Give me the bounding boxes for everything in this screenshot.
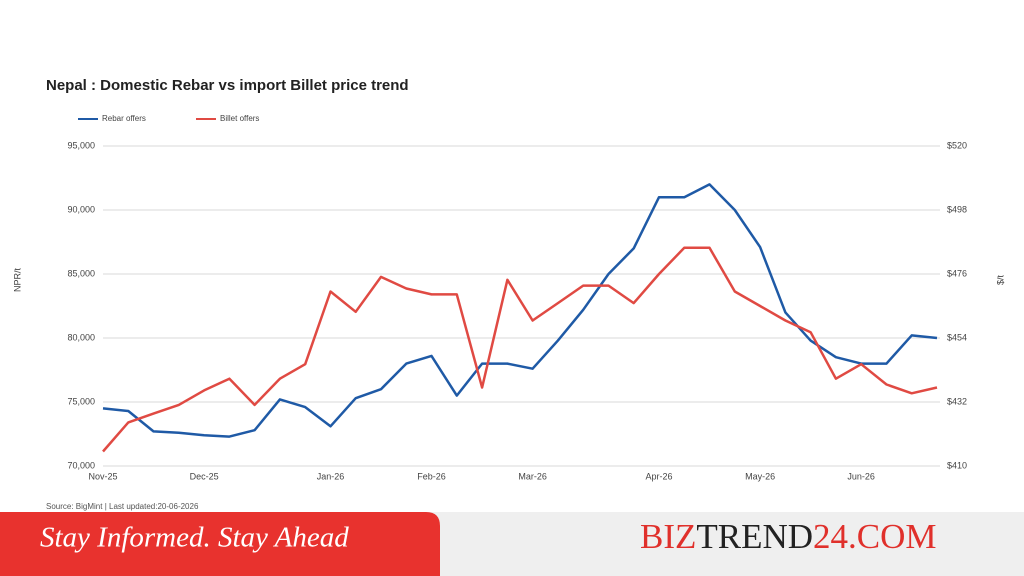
brand: BIZTREND24.COM <box>640 517 937 556</box>
brand-part: 24.COM <box>813 517 937 556</box>
y-tick-label: 80,000 <box>67 332 95 342</box>
x-tick-label: Jan-26 <box>317 471 345 481</box>
x-tick-label: Dec-25 <box>190 471 219 481</box>
y2-axis-title: $/t <box>995 275 1005 286</box>
y2-tick-label: $410 <box>947 460 967 470</box>
legend-label: Rebar offers <box>102 114 146 123</box>
x-tick-label: Feb-26 <box>417 471 446 481</box>
y-tick-label: 95,000 <box>67 140 95 150</box>
y-tick-label: 90,000 <box>67 204 95 214</box>
y-tick-label: 85,000 <box>67 268 95 278</box>
x-tick-label: May-26 <box>745 471 775 481</box>
y2-tick-label: $476 <box>947 268 967 278</box>
tagline: Stay Informed. Stay Ahead <box>40 522 349 554</box>
x-tick-label: Apr-26 <box>645 471 672 481</box>
y-tick-label: 70,000 <box>67 460 95 470</box>
x-tick-label: Mar-26 <box>518 471 547 481</box>
y2-tick-label: $498 <box>947 204 967 214</box>
y2-tick-label: $432 <box>947 396 967 406</box>
y2-tick-label: $454 <box>947 332 967 342</box>
y2-tick-label: $520 <box>947 140 967 150</box>
series-line <box>102 183 938 438</box>
legend-label: Billet offers <box>220 114 259 123</box>
brand-part: BIZ <box>640 517 696 556</box>
brand-part: TREND <box>696 517 813 556</box>
tagline-box <box>0 512 440 576</box>
x-tick-label: Jun-26 <box>847 471 875 481</box>
x-tick-label: Nov-25 <box>88 471 117 481</box>
series-line <box>102 246 938 453</box>
y-axis-title: NPR/t <box>12 268 22 293</box>
chart-title: Nepal : Domestic Rebar vs import Billet … <box>46 77 409 94</box>
source-note: Source: BigMint | Last updated:20-06-202… <box>46 502 199 511</box>
y-tick-label: 75,000 <box>67 396 95 406</box>
